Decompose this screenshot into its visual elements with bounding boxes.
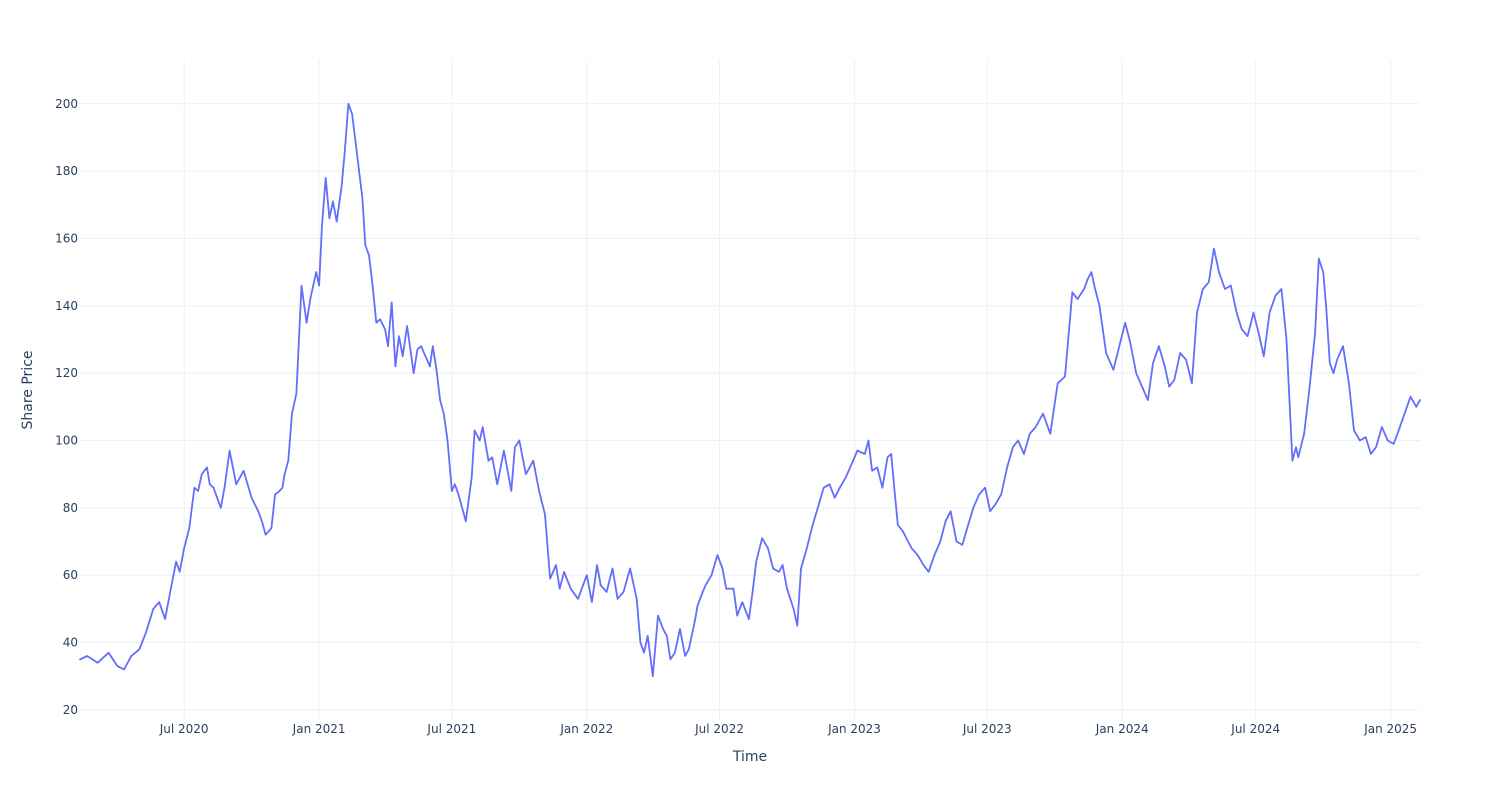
x-gridlines xyxy=(183,60,1392,720)
x-tick-label: Jan 2022 xyxy=(559,722,613,736)
y-tick-label: 80 xyxy=(63,501,78,515)
y-tick-label: 120 xyxy=(55,366,78,380)
x-tick-label: Jan 2025 xyxy=(1363,722,1417,736)
x-tick-label: Jul 2023 xyxy=(962,722,1012,736)
series-layer xyxy=(79,102,1421,678)
x-tick-label: Jan 2023 xyxy=(827,722,881,736)
y-tick-label: 160 xyxy=(55,231,78,245)
y-tick-label: 180 xyxy=(55,164,78,178)
x-tick-label: Jan 2021 xyxy=(292,722,346,736)
x-axis-tick-labels: Jul 2020 Jan 2021 Jul 2021 Jan 2022 Jul 2022… xyxy=(159,722,1417,736)
x-tick-label: Jan 2024 xyxy=(1095,722,1149,736)
x-tick-label: Jul 2021 xyxy=(426,722,476,736)
y-tick-label: 140 xyxy=(55,299,78,313)
x-axis-title: Time xyxy=(732,749,767,765)
share-price-series-line xyxy=(79,102,1421,678)
x-tick-label: Jul 2024 xyxy=(1230,722,1280,736)
y-axis-title: Share Price xyxy=(20,350,36,429)
x-tick-label: Jul 2020 xyxy=(159,722,209,736)
y-tick-label: 60 xyxy=(63,568,78,582)
y-tick-label: 40 xyxy=(63,636,78,650)
y-axis-tick-labels: 20 40 60 80 100 120 140 160 180 200 xyxy=(55,97,78,717)
y-gridlines xyxy=(80,103,1420,711)
y-tick-label: 20 xyxy=(63,703,78,717)
y-tick-label: 200 xyxy=(55,97,78,111)
y-tick-label: 100 xyxy=(55,434,78,448)
x-tick-label: Jul 2022 xyxy=(694,722,744,736)
